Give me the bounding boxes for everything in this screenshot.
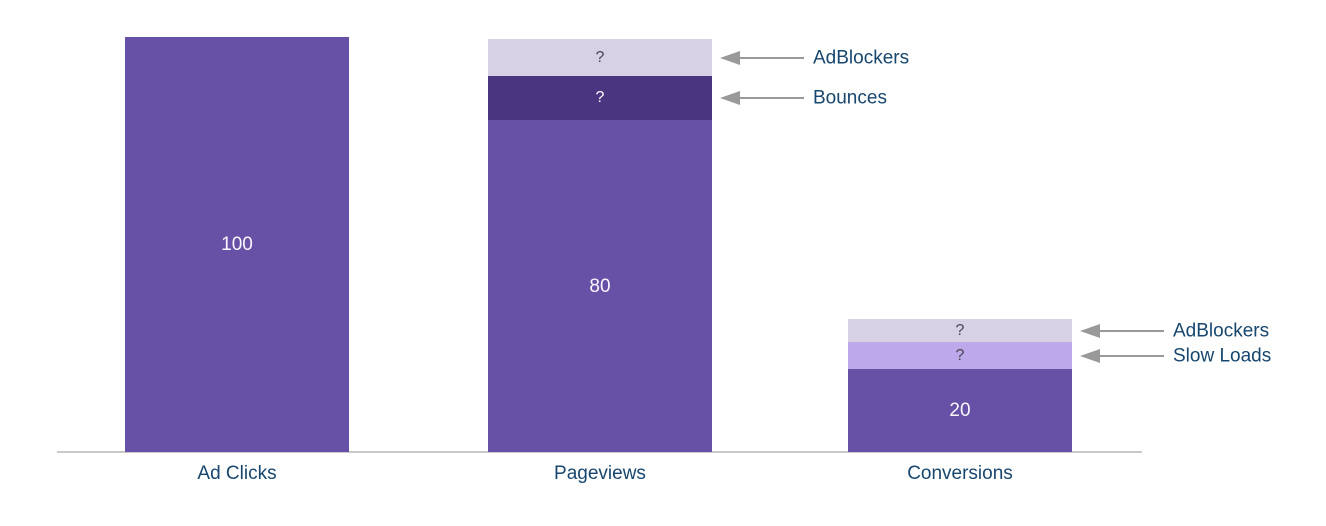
arrow-left-icon [720,50,740,65]
annotation-arrow-line [738,97,804,99]
annotation-arrow-line [1098,354,1164,357]
annotation-label-slow-loads: Slow Loads [1173,345,1272,366]
arrow-left-icon [1080,348,1100,363]
bar-segment-conversions-slow-loads: ? [848,342,1072,369]
bar-segment-conversions-conversions-total: 20 [848,369,1072,452]
bar-segment-pageviews-adblockers: ? [488,39,712,76]
annotation-arrow-line [1098,329,1164,332]
segment-value-label: 20 [949,400,971,421]
annotation-label-adblockers: AdBlockers [1173,320,1270,342]
category-label-conversions: Conversions [907,463,1013,484]
segment-value-label: ? [955,346,965,364]
segment-value-label: ? [595,48,605,66]
bar-segment-pageviews-pageviews-total: 80 [488,120,712,452]
arrow-left-icon [720,91,740,105]
bar-segment-conversions-adblockers: ? [848,319,1072,342]
annotation-label-bounces: Bounces [813,87,887,109]
segment-value-label: 80 [589,275,611,297]
x-axis-line [57,451,1142,453]
segment-value-label: ? [955,321,965,339]
category-label-ad-clicks: Ad Clicks [197,463,277,484]
annotation-label-adblockers: AdBlockers [813,47,910,69]
arrow-left-icon [1080,323,1100,338]
segment-value-label: 100 [221,234,253,255]
segment-value-label: ? [595,88,605,106]
category-label-pageviews: Pageviews [554,463,646,484]
bar-segment-ad-clicks-ad-clicks-total: 100 [125,37,349,452]
annotation-arrow-line [738,56,804,59]
bar-segment-pageviews-bounces: ? [488,76,712,120]
